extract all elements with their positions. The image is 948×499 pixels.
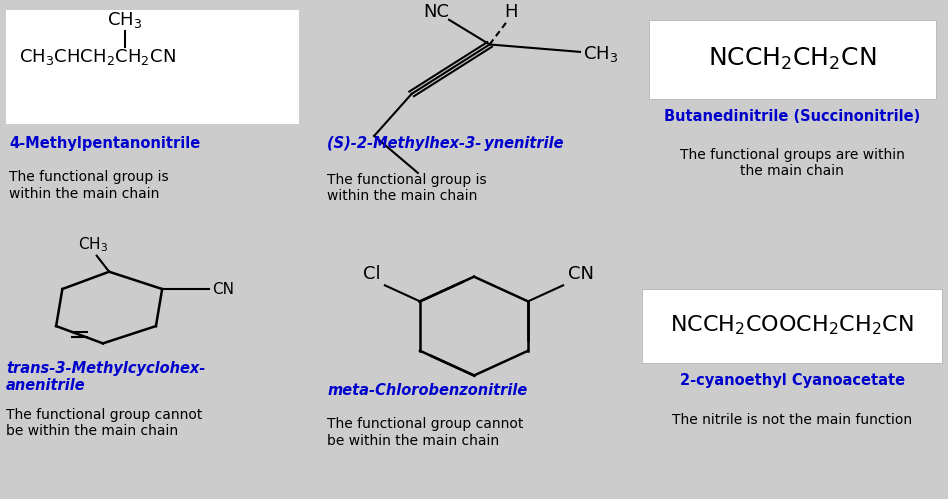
Text: H: H xyxy=(504,3,519,21)
Text: 2-cyanoethyl Cyanoacetate: 2-cyanoethyl Cyanoacetate xyxy=(680,373,904,388)
Text: The functional group cannot
be within the main chain: The functional group cannot be within th… xyxy=(327,418,524,448)
Text: CN: CN xyxy=(568,265,593,283)
Text: trans-3-Methylcyclohex-
anenitrile: trans-3-Methylcyclohex- anenitrile xyxy=(7,361,206,393)
FancyBboxPatch shape xyxy=(7,10,300,124)
Text: The functional groups are within
the main chain: The functional groups are within the mai… xyxy=(680,148,904,179)
Text: CN: CN xyxy=(212,281,234,296)
Text: The functional group is
within the main chain: The functional group is within the main … xyxy=(9,171,169,201)
Text: CH$_3$: CH$_3$ xyxy=(583,44,618,64)
FancyBboxPatch shape xyxy=(643,289,941,363)
Text: Butanedinitrile (Succinonitrile): Butanedinitrile (Succinonitrile) xyxy=(664,109,921,124)
Text: CH$_3$: CH$_3$ xyxy=(107,10,142,30)
Text: The functional group cannot
be within the main chain: The functional group cannot be within th… xyxy=(7,408,203,438)
Text: Cl: Cl xyxy=(362,265,380,283)
FancyBboxPatch shape xyxy=(648,20,936,99)
Text: meta-Chlorobenzonitrile: meta-Chlorobenzonitrile xyxy=(327,383,528,398)
Text: NCCH$_2$CH$_2$CN: NCCH$_2$CH$_2$CN xyxy=(708,46,876,72)
Text: NCCH$_2$COOCH$_2$CH$_2$CN: NCCH$_2$COOCH$_2$CH$_2$CN xyxy=(670,313,914,337)
Text: 4-Methylpentanonitrile: 4-Methylpentanonitrile xyxy=(9,136,201,151)
Text: The functional group is
within the main chain: The functional group is within the main … xyxy=(327,173,487,203)
Text: The nitrile is not the main function: The nitrile is not the main function xyxy=(672,413,912,427)
Text: NC: NC xyxy=(424,3,449,21)
Text: (S)-2-Methylhex-3- ynenitrile: (S)-2-Methylhex-3- ynenitrile xyxy=(327,136,564,151)
Text: CH$_3$CHCH$_2$CH$_2$CN: CH$_3$CHCH$_2$CH$_2$CN xyxy=(19,47,175,67)
Text: CH$_3$: CH$_3$ xyxy=(79,236,109,254)
